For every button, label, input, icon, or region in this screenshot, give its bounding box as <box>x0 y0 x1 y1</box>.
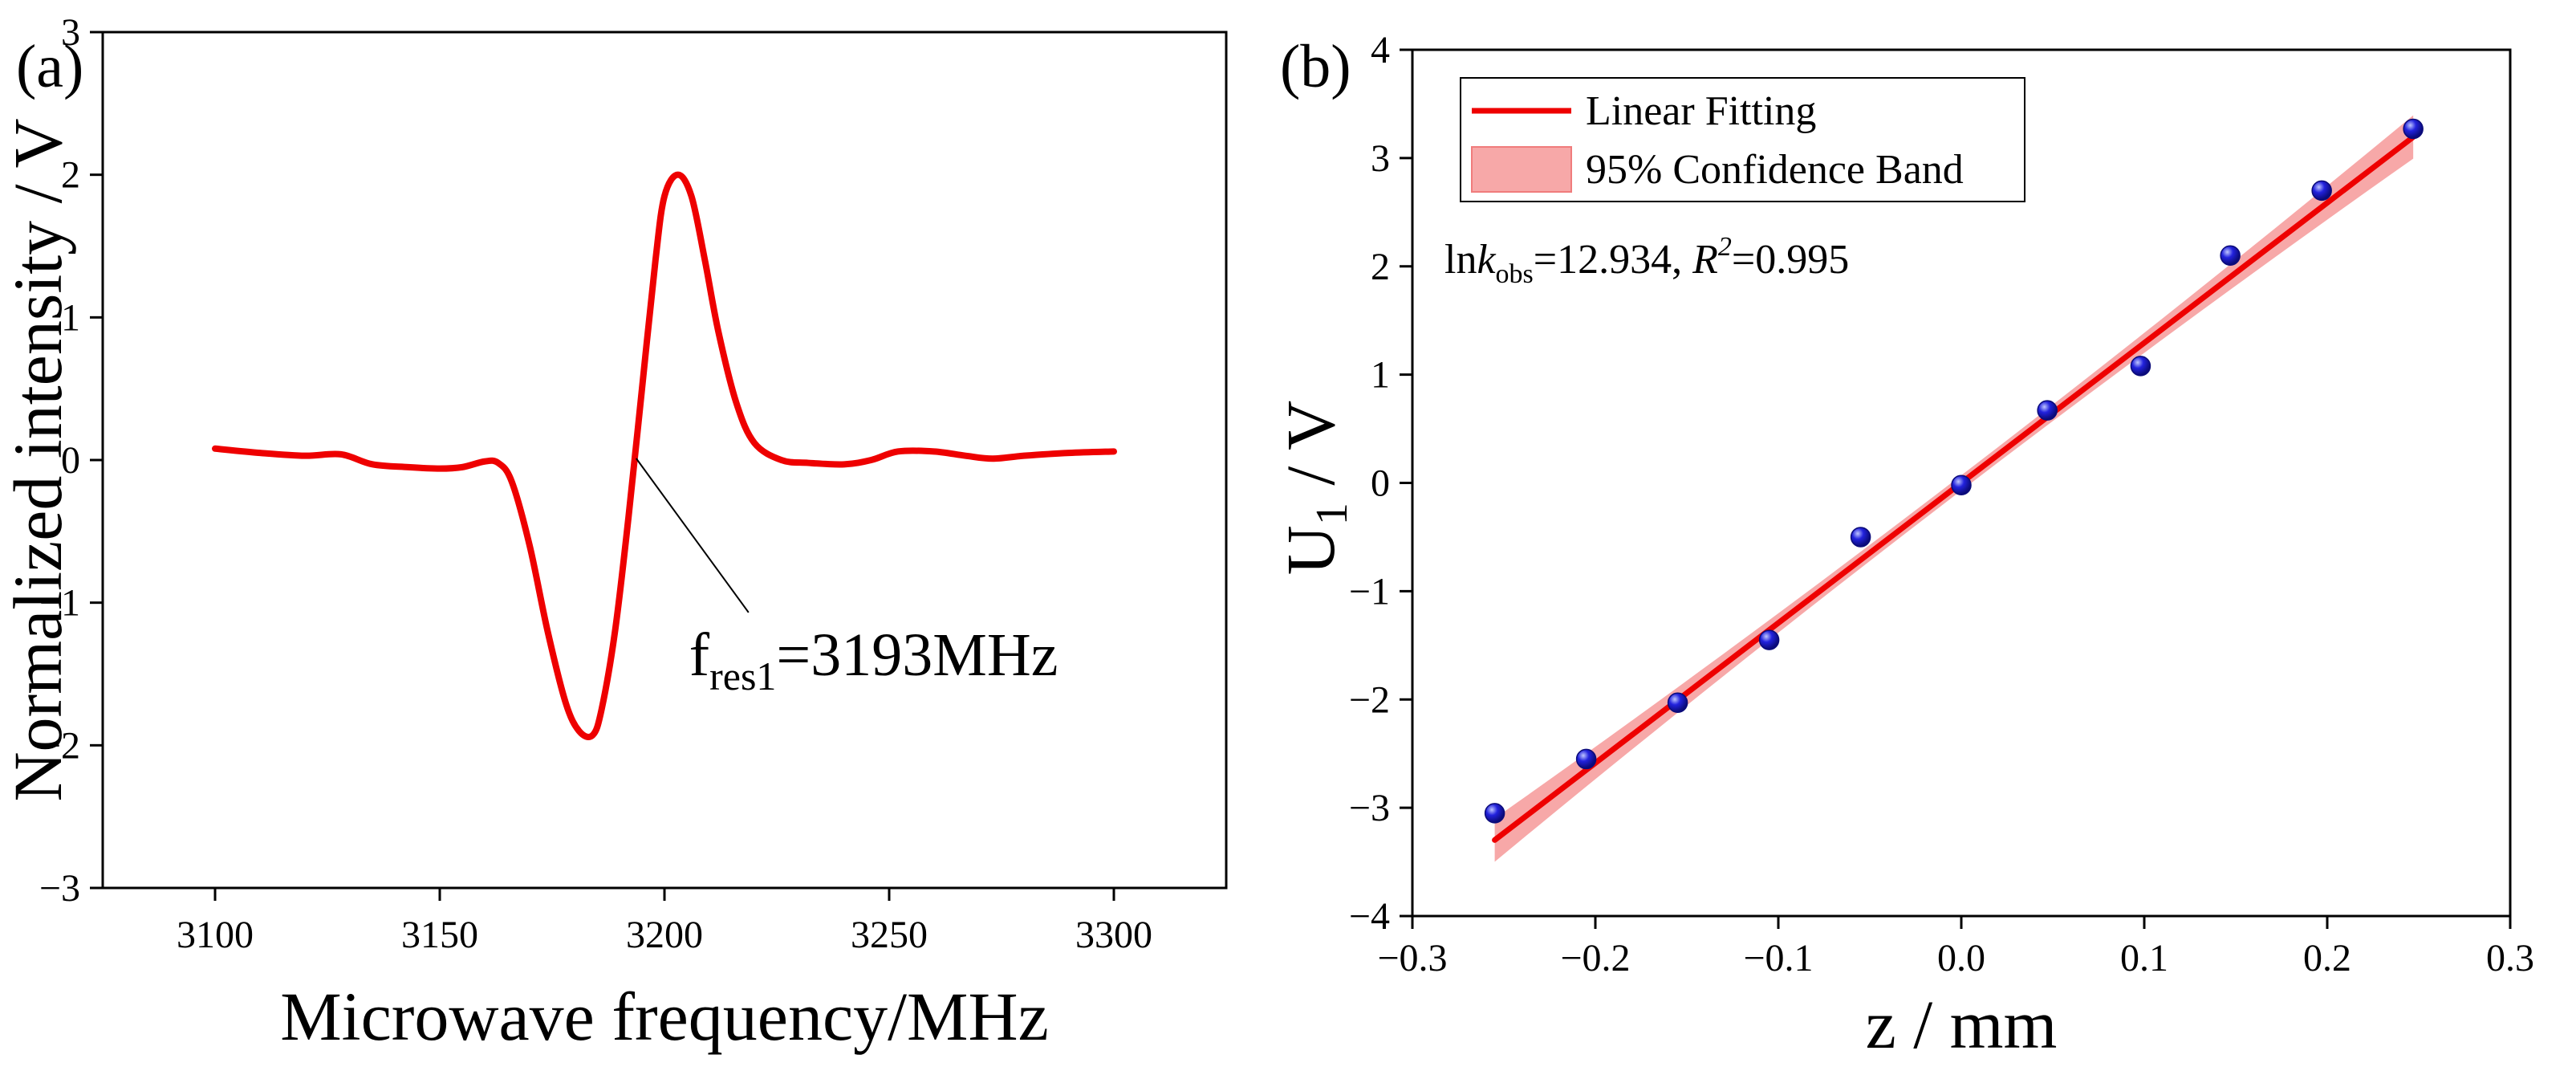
y-tick-label: −3 <box>1349 787 1390 829</box>
legend-label-fit: Linear Fitting <box>1586 88 1816 134</box>
panel-a-ticks <box>90 31 1115 901</box>
fit-statistics: lnkobs=12.934, R2=0.995 <box>1444 232 1849 289</box>
stat-ln: ln <box>1444 237 1477 283</box>
panel-a-label: (a) <box>16 33 83 100</box>
panel-b-tick-labels: −0.3 −0.2 −0.1 0.0 0.1 0.2 0.3 −4 −3 −2 −1 0 1 2 3 4 <box>1349 29 2534 979</box>
stat-k-subscript: obs <box>1496 259 1534 289</box>
y-tick-label: −1 <box>39 582 80 625</box>
x-tick-label: 3200 <box>626 914 703 956</box>
panel-a-y-axis-label: Normalized intensity / V <box>0 118 76 801</box>
panel-a-tick-labels: 3100 3150 3200 3250 3300 −3 −2 −1 0 1 2 3 <box>39 11 1152 956</box>
data-point <box>1575 748 1597 770</box>
data-point <box>2037 400 2058 421</box>
data-point <box>2130 356 2151 377</box>
x-tick-label: 0.3 <box>2486 937 2534 979</box>
y-tick-label: −4 <box>1349 895 1390 938</box>
panel-a-annotation-line <box>635 458 750 613</box>
legend-band-swatch <box>1471 146 1572 193</box>
x-tick-label: 0.1 <box>2120 937 2168 979</box>
legend: Linear Fitting 95% Confidence Band <box>1460 77 2025 202</box>
x-tick-label: −0.2 <box>1560 937 1630 979</box>
data-point <box>1850 527 1871 548</box>
panel-b-plot-frame <box>1411 48 2512 918</box>
data-point <box>2403 118 2424 140</box>
data-point <box>1758 629 1780 650</box>
y-tick-label: 0 <box>61 439 80 482</box>
x-tick-label: 3250 <box>851 914 928 956</box>
panel-b-ticks <box>1400 48 2512 929</box>
y-tick-label: −2 <box>1349 678 1390 721</box>
y-tick-label: 4 <box>1371 29 1390 71</box>
x-tick-label: −0.3 <box>1377 937 1447 979</box>
panel-b-label: (b) <box>1280 33 1351 100</box>
y-tick-label: −1 <box>1349 570 1390 613</box>
y-tick-label: −2 <box>39 724 80 767</box>
data-point <box>1951 474 1972 495</box>
x-tick-label: 3100 <box>177 914 254 956</box>
y-tick-label: 2 <box>1371 246 1390 288</box>
y-tick-label: −3 <box>39 867 80 910</box>
data-point <box>2311 180 2332 202</box>
stat-r-value: =0.995 <box>1732 237 1849 283</box>
panel-a-series-line <box>212 171 1117 740</box>
data-point <box>1667 692 1688 714</box>
y-tick-label: 3 <box>61 11 80 54</box>
legend-label-band: 95% Confidence Band <box>1586 147 1964 193</box>
stat-k: k <box>1477 237 1496 283</box>
y-label-u: U <box>1272 525 1349 575</box>
panel-b-y-axis-label: U1 / V <box>1272 401 1357 576</box>
annotation-f: f <box>689 621 710 689</box>
x-tick-label: 0.2 <box>2303 937 2351 979</box>
y-tick-label: 1 <box>61 296 80 339</box>
stat-r: R <box>1692 237 1718 283</box>
panel-a-x-axis-label: Microwave frequency/MHz <box>280 978 1049 1055</box>
y-tick-label: 3 <box>1371 137 1390 180</box>
panel-b-x-axis-label: z / mm <box>1866 986 2058 1063</box>
stat-k-value: =12.934, <box>1534 237 1692 283</box>
panel-b-data-points <box>1484 118 2424 824</box>
y-tick-label: 1 <box>1371 354 1390 397</box>
x-tick-label: 3300 <box>1075 914 1152 956</box>
annotation-value: =3193MHz <box>776 621 1058 689</box>
y-tick-label: 0 <box>1371 462 1390 505</box>
x-tick-label: −0.1 <box>1743 937 1813 979</box>
y-label-subscript: 1 <box>1307 503 1357 525</box>
y-tick-label: 2 <box>61 154 80 197</box>
x-tick-label: 3150 <box>401 914 478 956</box>
data-point <box>2220 245 2241 267</box>
panel-a-plot-frame <box>101 31 1228 890</box>
x-tick-label: 0.0 <box>1937 937 1985 979</box>
stat-r-superscript: 2 <box>1718 232 1732 262</box>
panel-a-annotation: fres1=3193MHz <box>689 621 1058 698</box>
data-point <box>1484 803 1505 824</box>
annotation-subscript: res1 <box>709 654 776 698</box>
panel-b: (b) −0.3 −0.2 −0.1 0.0 0.1 0.2 0.3−4−3−2−10123… <box>1272 29 2534 1063</box>
y-label-unit: / V <box>1272 401 1349 503</box>
panel-a: (a) 3100 3150 3200 3250 3300 −3 −2 −1 0 1 2 3 fres1… <box>0 11 1228 1055</box>
